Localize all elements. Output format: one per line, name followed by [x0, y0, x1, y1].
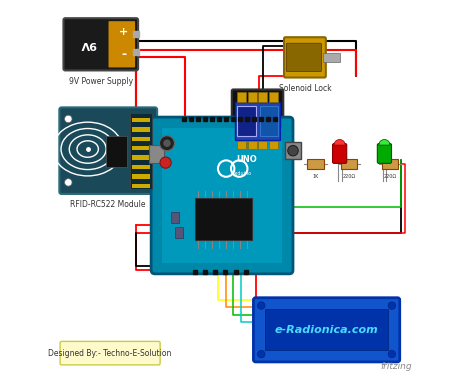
FancyBboxPatch shape [382, 159, 398, 169]
FancyBboxPatch shape [148, 145, 164, 163]
FancyBboxPatch shape [269, 92, 278, 102]
FancyBboxPatch shape [341, 159, 357, 169]
FancyBboxPatch shape [235, 102, 280, 140]
FancyBboxPatch shape [285, 143, 301, 159]
Circle shape [64, 115, 72, 123]
Bar [132, 165, 150, 169]
Bar [132, 184, 150, 188]
Bar [132, 146, 150, 150]
Wedge shape [379, 139, 390, 145]
FancyBboxPatch shape [333, 144, 346, 163]
FancyBboxPatch shape [59, 108, 157, 194]
FancyBboxPatch shape [64, 18, 138, 70]
FancyBboxPatch shape [248, 141, 256, 150]
Bar [132, 174, 150, 179]
Circle shape [388, 350, 396, 358]
Text: 220Ω: 220Ω [342, 174, 356, 179]
FancyBboxPatch shape [286, 43, 321, 71]
Text: 220Ω: 220Ω [383, 174, 397, 179]
Text: RFID-RC522 Module: RFID-RC522 Module [71, 200, 146, 209]
FancyBboxPatch shape [258, 141, 267, 150]
FancyBboxPatch shape [237, 92, 246, 102]
FancyBboxPatch shape [260, 106, 278, 136]
Text: 1K: 1K [312, 174, 319, 179]
Bar [132, 155, 150, 160]
FancyBboxPatch shape [248, 92, 256, 102]
FancyBboxPatch shape [237, 106, 256, 136]
FancyBboxPatch shape [377, 144, 392, 163]
Bar [132, 118, 150, 122]
FancyBboxPatch shape [151, 117, 293, 274]
Text: e-Radionica.com: e-Radionica.com [275, 325, 378, 335]
FancyBboxPatch shape [254, 298, 400, 362]
FancyBboxPatch shape [130, 112, 152, 189]
Circle shape [160, 136, 174, 151]
FancyBboxPatch shape [269, 141, 278, 150]
Circle shape [257, 302, 265, 309]
Text: 9V: 9V [80, 39, 96, 49]
FancyBboxPatch shape [265, 309, 388, 350]
FancyBboxPatch shape [163, 128, 282, 263]
Circle shape [131, 115, 138, 123]
Text: -: - [121, 47, 126, 61]
Bar [132, 136, 150, 141]
FancyBboxPatch shape [307, 159, 324, 169]
Text: fritzing: fritzing [381, 362, 412, 371]
FancyBboxPatch shape [60, 341, 160, 365]
Circle shape [131, 179, 138, 186]
FancyBboxPatch shape [232, 89, 283, 152]
Text: +: + [119, 27, 128, 37]
Circle shape [257, 350, 265, 358]
Circle shape [288, 146, 298, 156]
Bar [323, 53, 340, 62]
Text: UNO: UNO [237, 155, 257, 164]
Bar [132, 127, 150, 132]
Circle shape [163, 139, 171, 147]
Bar [175, 227, 183, 238]
FancyBboxPatch shape [237, 141, 246, 150]
Circle shape [160, 157, 171, 168]
FancyBboxPatch shape [284, 37, 326, 77]
FancyBboxPatch shape [106, 136, 127, 167]
FancyBboxPatch shape [195, 199, 252, 240]
Text: Designed By:- Techno-E-Solution: Designed By:- Techno-E-Solution [48, 349, 172, 358]
Text: Solenoid Lock: Solenoid Lock [279, 84, 331, 93]
Bar [171, 212, 179, 223]
FancyBboxPatch shape [258, 92, 267, 102]
Circle shape [64, 179, 72, 186]
Text: 9V Power Supply: 9V Power Supply [69, 77, 133, 86]
Circle shape [388, 302, 396, 309]
Text: Arduino: Arduino [233, 171, 253, 176]
FancyBboxPatch shape [109, 21, 135, 67]
Wedge shape [334, 139, 345, 145]
